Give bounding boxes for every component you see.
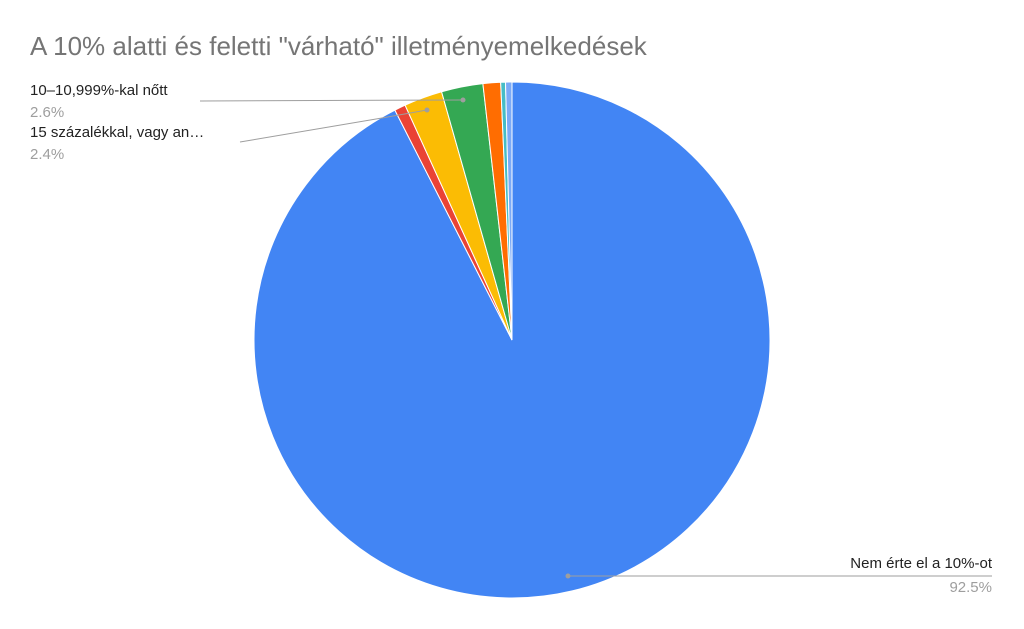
slice-value-label: 2.4%: [30, 146, 64, 163]
leader-dot: [460, 97, 466, 103]
pie: [253, 81, 771, 599]
pie-slice: [505, 81, 513, 341]
slice-value-label: 92.5%: [949, 579, 992, 596]
slice-label: 15 százalékkal, vagy an…: [30, 124, 204, 141]
leader-line: [199, 99, 464, 102]
leader-dot: [424, 107, 430, 113]
slice-label: Nem érte el a 10%-ot: [850, 555, 993, 572]
slice-value-label: 2.6%: [30, 104, 64, 121]
chart-title: A 10% alatti és feletti "várható" illetm…: [30, 31, 648, 61]
slice-label: 10–10,999%-kal nőtt: [30, 82, 168, 99]
leader-dot: [565, 573, 571, 579]
leader-line: [239, 109, 428, 143]
